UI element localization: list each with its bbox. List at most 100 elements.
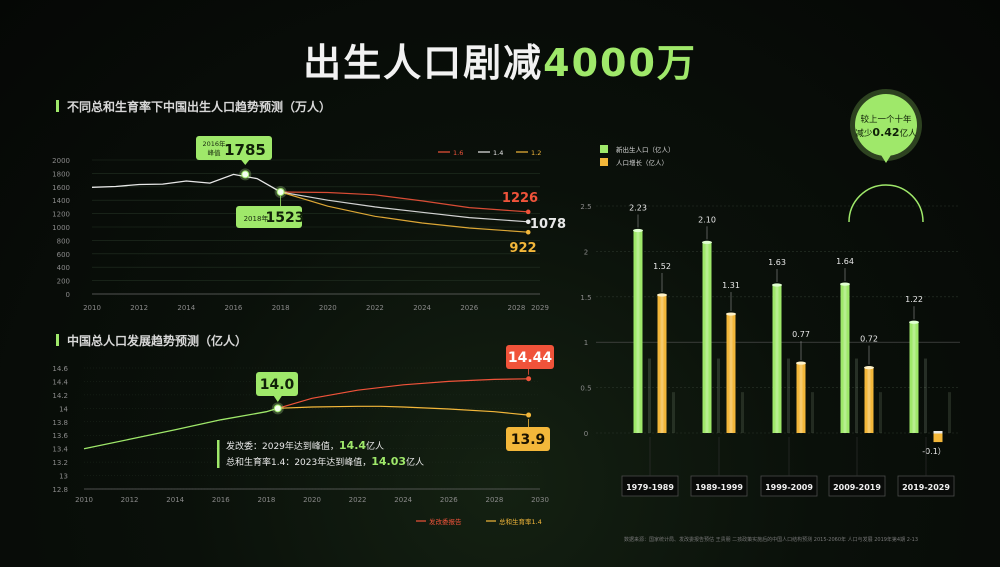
x-tick-label: 2014	[166, 496, 184, 504]
bar-highlight	[843, 284, 847, 433]
peak-label-year: 2016年	[202, 139, 226, 148]
series-end-point	[526, 376, 532, 382]
bar-pop-growth	[796, 363, 806, 433]
bar-new-births	[909, 322, 919, 433]
bar-highlight	[775, 284, 779, 433]
x-tick-label: 2030	[531, 496, 549, 504]
bar-top-cap	[909, 320, 919, 324]
history-line	[83, 407, 278, 450]
point-2018-value: 1523	[266, 210, 305, 226]
end-label-1-4: 1078	[530, 217, 566, 232]
y-tick-label: 14.2	[52, 392, 68, 400]
point-2018	[276, 187, 285, 196]
legend-label-pop-growth: 人口增长（亿人）	[616, 158, 668, 167]
y-tick-label: 13.6	[52, 432, 68, 440]
y-tick-label: 0	[584, 430, 588, 438]
bar-pop-growth	[657, 294, 667, 433]
x-tick-label: 2016	[225, 304, 243, 312]
y-tick-label: 1	[584, 339, 588, 347]
history-line	[91, 173, 281, 193]
x-tick-label: 2020	[303, 496, 321, 504]
bar-pop-growth	[864, 367, 874, 433]
bar-highlight	[660, 294, 664, 433]
pop-chart-title: 中国总人口发展趋势预测（亿人）	[56, 332, 247, 349]
bar-top-cap	[726, 312, 736, 316]
value-label-pop-growth: -0.1）	[922, 447, 946, 456]
series-end-point	[525, 219, 531, 225]
bar-new-births	[772, 284, 782, 433]
note-line-2: 总和生育率1.4：2023年达到峰值，14.03亿人	[226, 455, 424, 468]
bar-top-cap	[772, 283, 782, 287]
y-tick-label: 0.5	[580, 385, 591, 393]
x-tick-label: 2022	[366, 304, 384, 312]
x-tick-label: 2018	[272, 304, 290, 312]
peak-callout-pointer	[241, 160, 250, 165]
pop-chart-title-text: 中国总人口发展趋势预测（亿人）	[67, 334, 248, 348]
bar-new-births	[840, 284, 850, 433]
series-line-1.2	[280, 191, 529, 233]
bar-highlight	[912, 322, 916, 433]
bar-top-cap	[864, 366, 874, 370]
series-end-point	[526, 412, 532, 418]
category-label: 1999-2009	[765, 483, 813, 492]
ghost-bar	[879, 392, 882, 433]
section-marker	[56, 334, 59, 346]
value-label-pop-growth: 0.77	[792, 330, 810, 339]
point-callout-pointer	[273, 396, 282, 402]
series-end-point	[525, 229, 531, 235]
bubble-line-1: 较上一个十年	[860, 114, 912, 125]
end-label-1-6: 1226	[502, 191, 538, 206]
bar-highlight	[705, 242, 709, 433]
y-tick-label: 1800	[52, 170, 70, 178]
x-tick-label: 2018	[257, 496, 275, 504]
y-tick-label: 14.6	[52, 365, 68, 373]
series-line-0	[277, 378, 529, 409]
legend-label-red: 发改委报告	[429, 517, 462, 526]
y-tick-label: 12.8	[52, 486, 68, 494]
legend-label: 1.6	[453, 149, 463, 157]
peak-point	[241, 170, 250, 179]
x-tick-label: 2026	[440, 496, 458, 504]
bar-top-cap	[796, 361, 806, 365]
title-main: 出生人口剧减	[303, 41, 544, 85]
x-tick-label: 2029	[531, 304, 549, 312]
y-tick-label: 1.5	[580, 294, 591, 302]
legend-swatch-new-births	[600, 145, 608, 153]
section-marker	[56, 100, 59, 112]
y-tick-label: 400	[57, 264, 70, 272]
birth-chart-title-text: 不同总和生育率下中国出生人口趋势预测（万人）	[67, 100, 332, 114]
category-label: 2019-2029	[902, 483, 950, 492]
ghost-bar	[672, 392, 675, 433]
peak-value: 1785	[224, 141, 266, 159]
x-tick-label: 2016	[212, 496, 230, 504]
legend-label: 1.4	[493, 149, 503, 157]
y-tick-label: 1600	[52, 184, 70, 192]
end-red-box	[506, 345, 554, 369]
x-tick-label: 2020	[319, 304, 337, 312]
peak-callout-box	[196, 136, 272, 160]
y-tick-label: 14	[59, 405, 68, 413]
series-line-1.6	[280, 191, 529, 213]
x-tick-label: 2028	[508, 304, 526, 312]
bubble-arc	[848, 184, 924, 223]
y-tick-label: 1000	[52, 224, 70, 232]
bar-highlight	[729, 314, 733, 433]
bar-top-cap	[657, 293, 667, 297]
category-label: 1979-1989	[626, 483, 674, 492]
value-label-pop-growth: 1.31	[722, 281, 740, 290]
source-note: 数据来源：国家统计局、发改委报告预估 王贵朋 二孩政策实施后的中国人口结构预测 …	[624, 537, 919, 543]
bubble	[855, 94, 917, 156]
series-line-1.4	[280, 191, 529, 223]
bar-top-cap	[702, 240, 712, 244]
y-tick-label: 2000	[52, 157, 70, 165]
point-2018-callout-box	[236, 206, 302, 228]
y-tick-label: 2	[584, 248, 588, 256]
y-tick-label: 13.2	[52, 459, 68, 467]
bar-pop-growth	[726, 314, 736, 433]
x-tick-label: 2010	[75, 496, 93, 504]
x-tick-label: 2010	[83, 304, 101, 312]
legend-label-orange: 总和生育率1.4	[499, 517, 542, 526]
